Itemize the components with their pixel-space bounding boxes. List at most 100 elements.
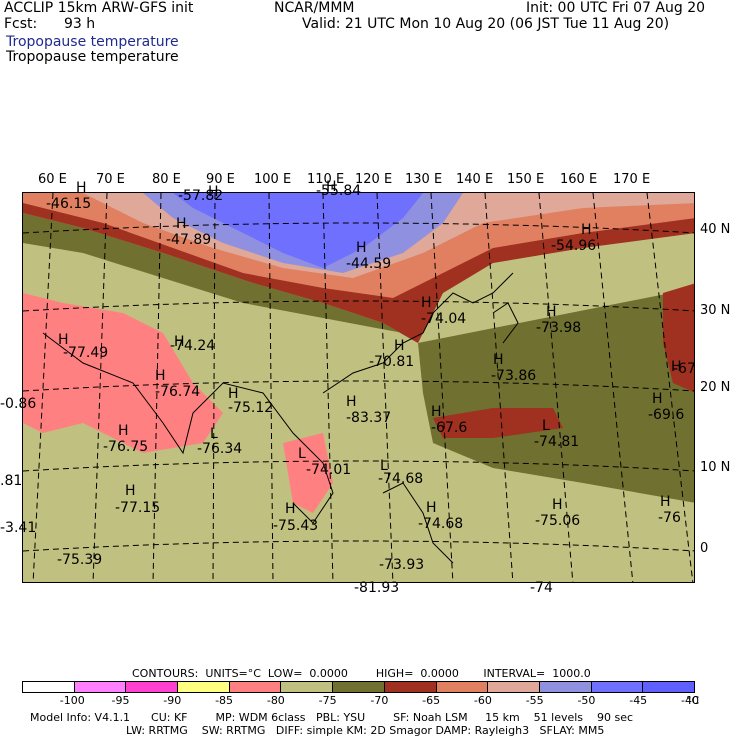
value-label: -74.01 <box>306 462 352 478</box>
map-panel <box>22 192 695 583</box>
value-label: -46.15 <box>46 196 92 212</box>
value-label: -73.86 <box>491 368 537 384</box>
legend-tick: -85 <box>215 694 234 707</box>
field-pink-indochina <box>283 433 333 513</box>
low-marker: L <box>542 418 550 434</box>
lat-label: 0 <box>700 541 709 556</box>
high-marker: H <box>346 394 357 410</box>
high-marker: H <box>176 216 187 232</box>
lon-label: 70 E <box>96 172 125 187</box>
legend-swatch <box>23 682 75 692</box>
value-label: -47.89 <box>166 232 212 248</box>
high-marker: H <box>356 240 367 256</box>
lat-label: 30 N <box>700 303 731 318</box>
forecast-hour: 93 h <box>64 16 96 32</box>
value-label: -77.49 <box>63 345 109 361</box>
field-title-blue: Tropopause temperature <box>6 34 179 50</box>
legend-swatch <box>643 682 694 692</box>
legend-tick: -90 <box>163 694 182 707</box>
value-label: -73.93 <box>379 557 425 573</box>
legend-tick: -100 <box>59 694 85 707</box>
lon-label: 90 E <box>206 172 235 187</box>
low-marker: L <box>298 446 306 462</box>
init-time: Init: 00 UTC Fri 07 Aug 20 <box>526 0 706 16</box>
value-label: -74 <box>530 580 553 596</box>
value-label: -74.68 <box>418 516 464 532</box>
low-marker: L <box>210 426 218 442</box>
value-label: -76.34 <box>197 441 243 457</box>
contours-info: CONTOURS: UNITS=°C LOW= 0.0000 HIGH= 0.0… <box>132 667 591 680</box>
lon-label: 170 E <box>613 172 651 187</box>
value-label: -69.6 <box>648 407 685 423</box>
high-marker: H <box>552 497 563 513</box>
high-marker: H <box>326 179 337 195</box>
lat-label: 20 N <box>700 380 731 395</box>
value-label: -54.96 <box>551 238 597 254</box>
low-marker: L <box>380 458 388 474</box>
field-pink-india <box>23 293 223 453</box>
high-marker: H <box>76 180 87 196</box>
value-label: -75.06 <box>535 513 581 529</box>
lon-label: 140 E <box>456 172 494 187</box>
value-label: .81 <box>0 473 23 489</box>
high-marker: H <box>652 391 663 407</box>
lon-label: 110 E <box>307 172 345 187</box>
legend-tick: -65 <box>422 694 441 707</box>
physics-info: LW: RRTMG SW: RRTMG DIFF: simple KM: 2D … <box>126 724 605 737</box>
high-marker: H <box>431 404 442 420</box>
model-title: ACCLIP 15km ARW-GFS init <box>4 0 194 16</box>
high-marker: H <box>394 338 405 354</box>
legend-swatch <box>74 682 127 692</box>
value-label: -81.93 <box>354 580 400 596</box>
value-label: -74.81 <box>534 434 580 450</box>
field-dark-olive <box>418 288 694 503</box>
lon-label: 160 E <box>560 172 598 187</box>
lat-label: 10 N <box>700 460 731 475</box>
tropopause-temperature-map <box>23 193 694 582</box>
legend-swatch <box>333 682 385 692</box>
value-label: -3.41 <box>0 520 37 536</box>
value-label: -74.68 <box>378 471 424 487</box>
value-label: -76 <box>658 510 681 526</box>
value-label: -77.15 <box>115 500 161 516</box>
value-label: -74.24 <box>170 338 216 354</box>
high-marker: H <box>58 332 69 348</box>
legend-swatch <box>539 682 592 692</box>
high-marker: H <box>155 368 166 384</box>
high-marker: H <box>208 184 219 200</box>
lon-label: 100 E <box>254 172 292 187</box>
value-label: -55.84 <box>316 183 362 199</box>
lon-label: 130 E <box>405 172 443 187</box>
coastlines <box>42 272 519 564</box>
legend-swatch <box>591 682 644 692</box>
legend-swatch <box>281 682 334 692</box>
high-marker: H <box>174 334 185 350</box>
legend-tick: -70 <box>370 694 389 707</box>
high-marker: H <box>660 494 671 510</box>
legend-tick: -45 <box>629 694 648 707</box>
value-label: -44.59 <box>346 256 392 272</box>
high-marker: H <box>118 423 129 439</box>
legend-swatch <box>384 682 437 692</box>
legend-tick: °C <box>686 694 700 707</box>
model-info: Model Info: V4.1.1 CU: KF MP: WDM 6class… <box>30 711 634 724</box>
legend-swatch <box>488 682 540 692</box>
value-label: -57.82 <box>178 188 224 204</box>
legend-swatch <box>178 682 230 692</box>
value-label: -76.74 <box>155 384 201 400</box>
legend-tick: -60 <box>473 694 492 707</box>
value-label: -67.6 <box>431 420 468 436</box>
field-blue <box>173 193 423 268</box>
legend-tick: -95 <box>111 694 130 707</box>
value-label: -76.75 <box>103 439 149 455</box>
field-dark-olive-north <box>23 213 418 343</box>
field-title: Tropopause temperature <box>6 49 179 65</box>
high-marker: H <box>228 386 239 402</box>
value-label: -75.12 <box>228 400 274 416</box>
high-marker: H <box>581 222 592 238</box>
graticule <box>23 193 694 582</box>
value-label: -75.43 <box>273 518 319 534</box>
value-label: -73.98 <box>536 320 582 336</box>
lon-label: 150 E <box>507 172 545 187</box>
legend-tick: -55 <box>525 694 544 707</box>
